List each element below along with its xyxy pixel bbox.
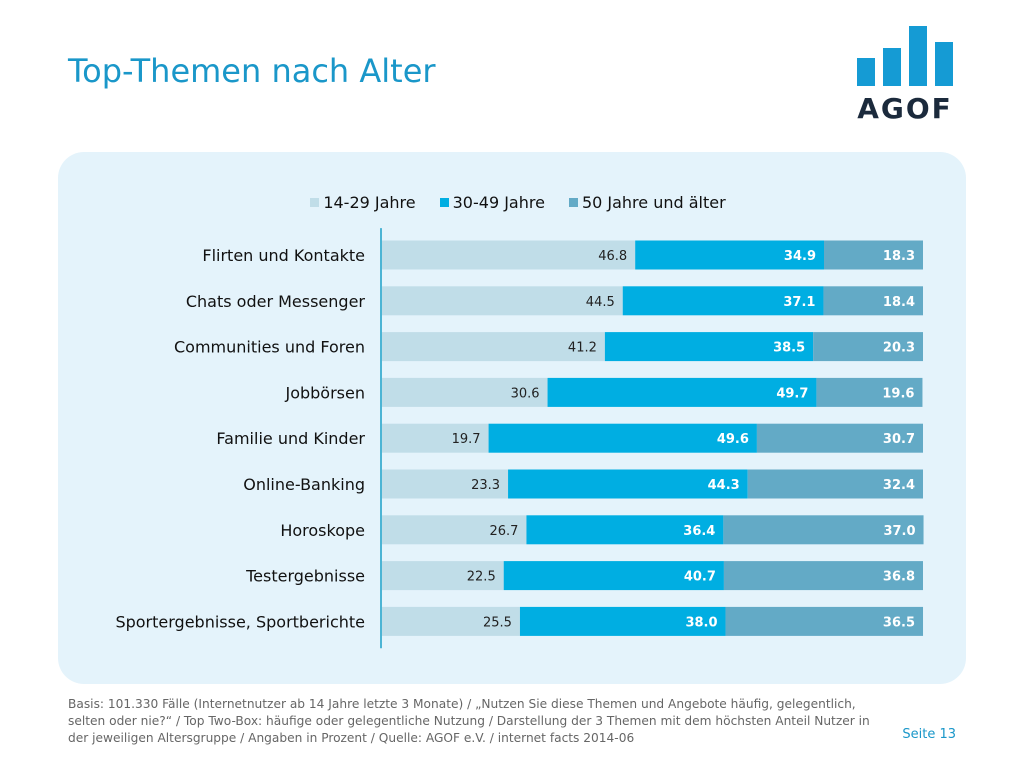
data-label-chats-oder-messenger-s2: 37.1 [783,295,815,310]
bar-segment-jobbörsen-s2 [547,377,817,407]
bar-segment-communities-und-foren-s1 [382,332,605,362]
data-label-communities-und-foren-s1: 41.2 [568,341,597,356]
category-label-online-banking: Online-Banking [243,475,365,494]
category-label-sportergebnisse-sportberichte: Sportergebnisse, Sportberichte [115,612,365,631]
data-label-chats-oder-messenger-s1: 44.5 [586,295,615,310]
data-label-flirten-und-kontakte-s1: 46.8 [598,249,627,264]
data-label-online-banking-s1: 23.3 [471,478,500,493]
logo-text: AGOF [857,92,953,125]
bar-segment-online-banking-s1 [382,469,509,499]
data-label-testergebnisse-s2: 40.7 [684,570,716,585]
data-label-horoskope-s3: 37.0 [883,524,915,539]
page-title: Top-Themen nach Alter [68,52,436,90]
logo-bar-2 [883,48,901,86]
page-number: Seite 13 [902,727,956,742]
legend-item-30-49: 30-49 Jahre [439,190,545,214]
data-label-familie-und-kinder-s3: 30.7 [883,432,915,447]
bar-segment-testergebnisse-s2 [503,561,724,591]
category-label-testergebnisse: Testergebnisse [245,567,365,586]
agof-logo: AGOF [852,22,962,125]
data-label-chats-oder-messenger-s3: 18.4 [883,295,915,310]
data-label-testergebnisse-s1: 22.5 [467,570,496,585]
footnote: Basis: 101.330 Fälle (Internetnutzer ab … [68,697,870,745]
data-label-horoskope-s1: 26.7 [489,524,518,539]
bar-segment-testergebnisse-s3 [723,561,923,591]
data-label-sportergebnisse-sportberichte-s3: 36.5 [883,615,915,630]
bar-segment-flirten-und-kontakte-s3 [824,240,923,270]
bar-segment-familie-und-kinder-s2 [488,423,757,453]
category-label-familie-und-kinder: Familie und Kinder [216,429,365,448]
category-label-communities-und-foren: Communities und Foren [174,338,365,357]
data-label-flirten-und-kontakte-s3: 18.3 [883,249,915,264]
bar-segment-flirten-und-kontakte-s2 [635,240,824,270]
bar-segment-jobbörsen-s1 [382,377,548,407]
data-label-horoskope-s2: 36.4 [683,524,715,539]
bar-segment-horoskope-s3 [723,515,924,545]
bar-segment-chats-oder-messenger-s2 [622,286,824,316]
logo-bar-4 [935,42,953,86]
legend-label-30-49: 30-49 Jahre [452,192,545,212]
legend-swatch-30-49 [439,197,449,207]
legend-swatch-50plus [568,197,578,207]
data-label-online-banking-s3: 32.4 [883,478,915,493]
data-label-jobbörsen-s1: 30.6 [511,386,540,401]
bar-segment-chats-oder-messenger-s1 [382,286,623,316]
data-label-sportergebnisse-sportberichte-s2: 38.0 [685,615,717,630]
bar-segment-chats-oder-messenger-s3 [823,286,923,316]
category-label-chats-oder-messenger: Chats oder Messenger [186,292,366,311]
data-label-jobbörsen-s2: 49.7 [776,386,808,401]
bar-segment-flirten-und-kontakte-s1 [382,240,636,270]
bar-segment-online-banking-s2 [508,469,748,499]
bar-segment-horoskope-s2 [526,515,724,545]
legend-item-50plus: 50 Jahre und älter [568,190,726,214]
data-label-sportergebnisse-sportberichte-s1: 25.5 [483,615,512,630]
category-label-flirten-und-kontakte: Flirten und Kontakte [202,246,365,265]
bar-segment-online-banking-s3 [747,469,923,499]
data-label-testergebnisse-s3: 36.8 [883,570,915,585]
bar-segment-communities-und-foren-s3 [813,332,923,362]
data-label-familie-und-kinder-s1: 19.7 [452,432,481,447]
data-label-flirten-und-kontakte-s2: 34.9 [784,249,816,264]
bar-segment-sportergebnisse-sportberichte-s2 [519,606,726,636]
legend-item-14-29: 14-29 Jahre [310,190,416,214]
category-label-jobbörsen: Jobbörsen [284,383,365,402]
data-label-familie-und-kinder-s2: 49.6 [717,432,749,447]
data-label-online-banking-s2: 44.3 [708,478,740,493]
bar-segment-communities-und-foren-s2 [604,332,814,362]
bar-segment-sportergebnisse-sportberichte-s3 [725,606,924,636]
chart-legend: 14-29 Jahre 30-49 Jahre 50 Jahre und ält… [0,190,1024,214]
bar-segment-sportergebnisse-sportberichte-s1 [382,606,520,636]
category-label-horoskope: Horoskope [280,521,365,540]
data-label-communities-und-foren-s3: 20.3 [883,341,915,356]
legend-swatch-14-29 [310,197,320,207]
bar-segment-familie-und-kinder-s1 [382,423,489,453]
logo-bar-1 [857,58,875,86]
data-label-jobbörsen-s3: 19.6 [882,386,914,401]
logo-bar-3 [909,26,927,86]
data-label-communities-und-foren-s2: 38.5 [773,341,805,356]
bar-segment-familie-und-kinder-s3 [756,423,923,453]
legend-label-50plus: 50 Jahre und älter [581,192,726,212]
legend-label-14-29: 14-29 Jahre [323,192,416,212]
bar-segment-horoskope-s1 [382,515,527,545]
bar-segment-jobbörsen-s3 [816,377,923,407]
bar-segment-testergebnisse-s1 [382,561,504,591]
